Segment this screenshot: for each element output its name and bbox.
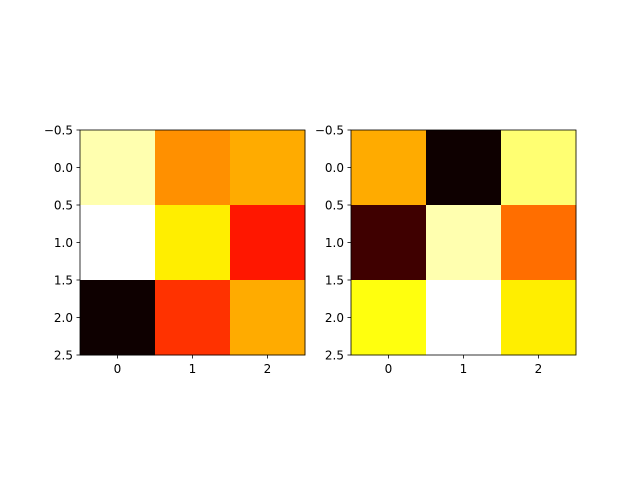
heatmap-cell [230, 205, 306, 281]
x-tick-label: 2 [535, 362, 543, 376]
heatmap-panel-0: 0 1 2 −0.5 0.0 0.5 1.0 1.5 2.0 2.5 [44, 123, 306, 376]
x-tick-label: 0 [114, 362, 122, 376]
y-tick-label: −0.5 [315, 123, 344, 137]
heatmap-panel-1: 0 1 2 −0.5 0.0 0.5 1.0 1.5 2.0 2.5 [315, 123, 577, 376]
y-tick-label: 2.0 [325, 311, 344, 325]
heatmap-cell [501, 280, 577, 356]
heatmap-cell [501, 205, 577, 281]
y-tick-label: 1.0 [325, 236, 344, 250]
x-tick-label: 1 [460, 362, 468, 376]
heatmap-cell [351, 280, 427, 356]
x-tick-label: 0 [385, 362, 393, 376]
y-tick-label: 0.5 [325, 198, 344, 212]
y-tick-label: 0.0 [325, 161, 344, 175]
heatmap-cell [80, 280, 156, 356]
heatmap-panels: 0 1 2 −0.5 0.0 0.5 1.0 1.5 2.0 2.5 0 1 2 −0.5 0.0 0.5 1.… [44, 123, 577, 376]
heatmap-cell [230, 130, 306, 206]
heatmap-cell [80, 205, 156, 281]
heatmap-cell [426, 130, 502, 206]
heatmap-cell [351, 205, 427, 281]
heatmap-cell [155, 280, 231, 356]
heatmap-cell [351, 130, 427, 206]
heatmap-cell [426, 280, 502, 356]
y-tick-label: 2.5 [54, 348, 73, 362]
y-tick-label: 1.5 [325, 273, 344, 287]
heatmap-cell [230, 280, 306, 356]
y-tick-label: 0.5 [54, 198, 73, 212]
y-tick-label: 2.5 [325, 348, 344, 362]
heatmap-cell [80, 130, 156, 206]
heatmap-cell [501, 130, 577, 206]
x-tick-label: 1 [189, 362, 197, 376]
heatmap-cell [426, 205, 502, 281]
y-tick-label: 1.5 [54, 273, 73, 287]
heatmap-cell [155, 130, 231, 206]
y-tick-label: 0.0 [54, 161, 73, 175]
y-tick-label: −0.5 [44, 123, 73, 137]
x-tick-label: 2 [264, 362, 272, 376]
heatmap-cell [155, 205, 231, 281]
y-tick-label: 2.0 [54, 311, 73, 325]
y-tick-label: 1.0 [54, 236, 73, 250]
